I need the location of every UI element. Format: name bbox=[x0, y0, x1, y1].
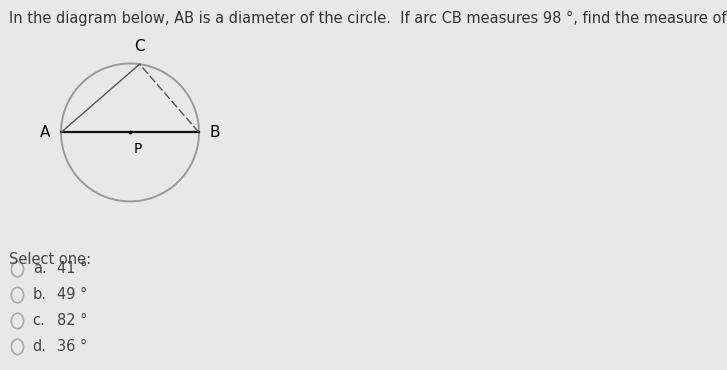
Text: b.: b. bbox=[33, 287, 47, 302]
Text: P: P bbox=[134, 142, 142, 156]
Text: Select one:: Select one: bbox=[9, 252, 92, 267]
Text: 49 °: 49 ° bbox=[57, 287, 87, 302]
Text: 82 °: 82 ° bbox=[57, 313, 87, 328]
Text: 36 °: 36 ° bbox=[57, 339, 87, 354]
Text: c.: c. bbox=[33, 313, 46, 328]
Text: 41 °: 41 ° bbox=[57, 262, 87, 276]
Text: A: A bbox=[40, 125, 51, 140]
Text: C: C bbox=[134, 40, 145, 54]
Text: B: B bbox=[209, 125, 220, 140]
Text: a.: a. bbox=[33, 262, 47, 276]
Text: d.: d. bbox=[33, 339, 47, 354]
Text: In the diagram below, AB is a diameter of the circle.  If arc CB measures 98 °, : In the diagram below, AB is a diameter o… bbox=[9, 11, 727, 26]
